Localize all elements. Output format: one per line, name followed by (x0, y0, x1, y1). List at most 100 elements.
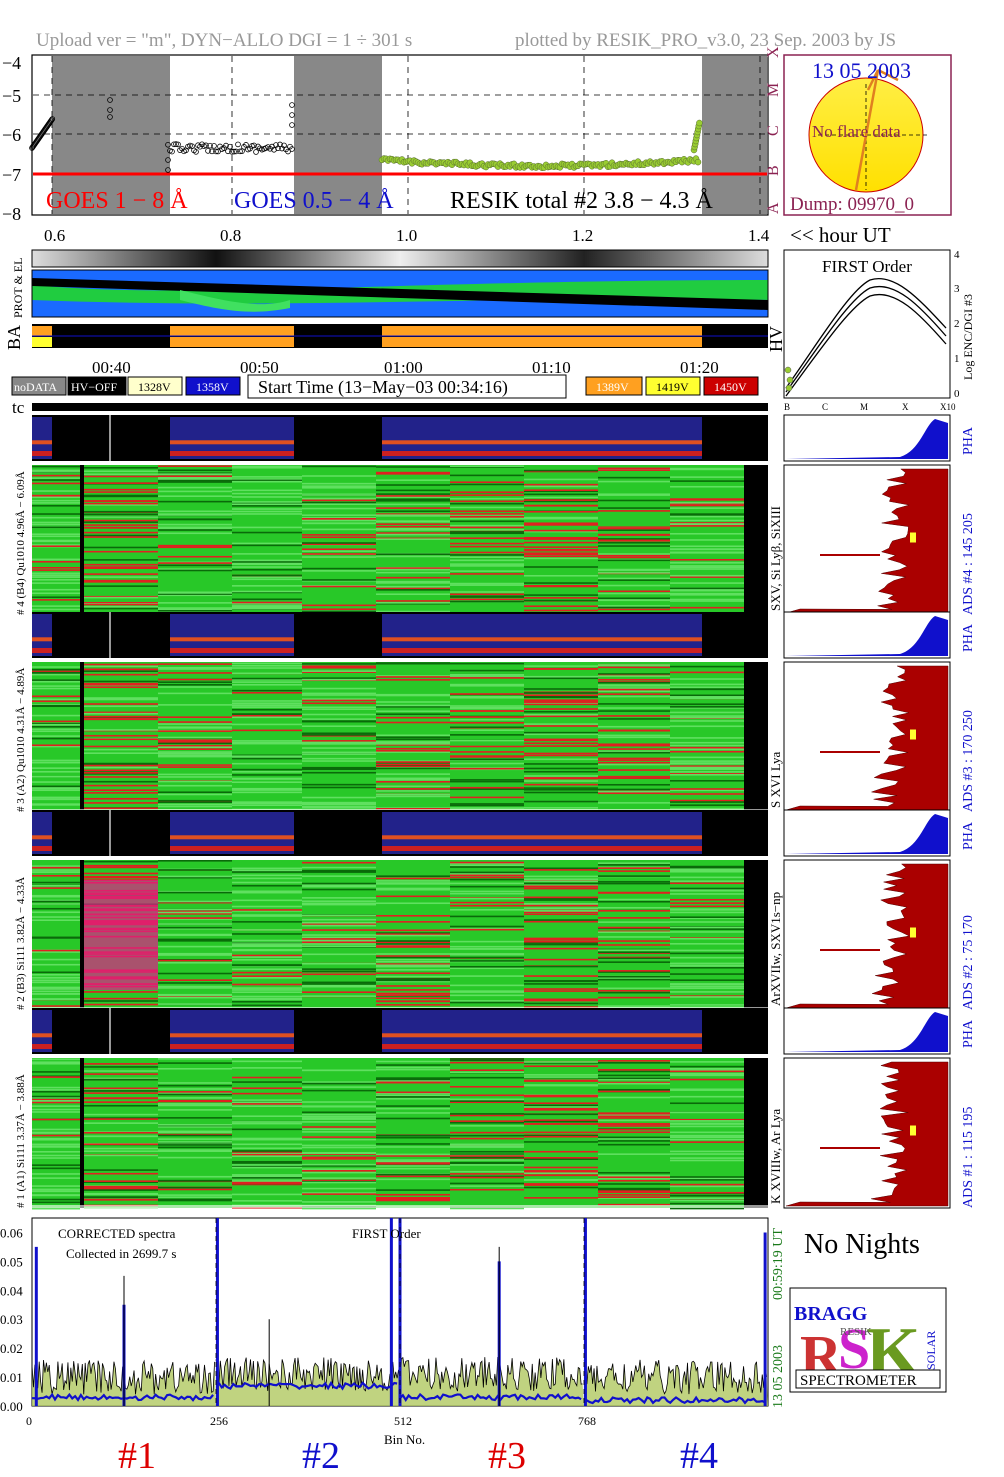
spectro-line (524, 1076, 598, 1078)
spectro-line (232, 492, 302, 495)
spectro-line (158, 766, 232, 768)
spectro-line (450, 967, 524, 970)
spectro-line (670, 793, 744, 795)
spectro-line (670, 865, 744, 868)
spectro-line (232, 1099, 302, 1101)
first-order-y-tick: 4 (954, 249, 960, 261)
spectro-line (32, 588, 80, 591)
spectro-line (450, 706, 524, 709)
spectro-line (84, 705, 158, 708)
spectro-line (302, 725, 376, 728)
spectro-line (598, 690, 670, 692)
spectro-line (670, 686, 744, 689)
spectro-line (524, 745, 598, 747)
spectro-line (524, 763, 598, 765)
spectro-line (670, 525, 744, 527)
pha-line (170, 835, 294, 840)
spectro-line (84, 470, 158, 473)
spectro-line (450, 762, 524, 765)
spectro-line (376, 795, 450, 798)
spectro-line (670, 598, 744, 601)
goes-point (237, 148, 243, 155)
spectro-line (302, 702, 376, 705)
spectro-line (670, 962, 744, 965)
spectro-line (524, 517, 598, 520)
spectro-line (302, 1165, 376, 1167)
spectro-line (524, 675, 598, 678)
spectro-line (450, 1185, 524, 1187)
spectro-line (670, 574, 744, 577)
spectro-line (302, 1113, 376, 1116)
spectro-line (32, 723, 80, 725)
spectro-line (32, 767, 80, 769)
spectro-line (376, 741, 450, 743)
spectro-line (232, 465, 302, 468)
spectro-line (670, 943, 744, 945)
spectro-line (158, 801, 232, 804)
goes-point (205, 148, 211, 154)
pha-line (32, 440, 52, 445)
spectro-line (598, 906, 670, 909)
spectro-line (84, 684, 158, 686)
spectro-line (84, 807, 158, 810)
spectro-line (598, 507, 670, 509)
spectrum-y-tick: 0.05 (0, 1254, 23, 1269)
pha-label: PHA (961, 821, 976, 850)
spectro-line (450, 915, 524, 918)
ba-segment (32, 326, 52, 336)
spectro-line (158, 529, 232, 531)
spectrum-x-tick: 768 (578, 1414, 596, 1428)
spectro-block (524, 465, 598, 615)
spectro-line (670, 568, 744, 570)
spectro-line (302, 757, 376, 760)
spectro-line (598, 538, 670, 540)
spectro-line (376, 882, 450, 884)
spectro-line (598, 572, 670, 574)
spectro-line (376, 914, 450, 917)
spectro-line (376, 1155, 450, 1157)
goes-point (229, 149, 235, 155)
spectrum-xlabel: Bin No. (384, 1432, 425, 1447)
spectro-line (232, 1155, 302, 1157)
spectro-line (670, 716, 744, 719)
spectro-line (598, 736, 670, 739)
spectro-line (670, 1199, 744, 1202)
spectro-line (302, 902, 376, 905)
spectro-gap (744, 662, 768, 812)
spectro-line (158, 744, 232, 747)
spectro-line (84, 1187, 158, 1189)
spectro-line (32, 608, 80, 611)
spectro-line (524, 499, 598, 501)
spectro-line (84, 997, 158, 1000)
spectro-line (84, 773, 158, 775)
spectro-line (302, 1179, 376, 1182)
spectrum-fill-4 (584, 1359, 768, 1406)
spectro-line (450, 874, 524, 877)
spectro-line (670, 665, 744, 668)
spectro-line (670, 519, 744, 522)
pha-label: PHA (961, 426, 976, 455)
spectro-line (84, 866, 158, 869)
spectro-line (232, 997, 302, 1000)
spectro-line (32, 572, 80, 575)
spectro-line (232, 590, 302, 593)
spectro-line (232, 563, 302, 565)
ads-label: ADS #4 : 145 205 (961, 513, 976, 615)
spectro-line (450, 956, 524, 959)
spectro-line (598, 1183, 670, 1185)
spectro-line (302, 706, 376, 709)
spectro-line (32, 1071, 80, 1073)
spectro-line (376, 980, 450, 983)
spectro-line (376, 496, 450, 498)
goes-point (289, 146, 295, 152)
spectro-line (450, 531, 524, 533)
spectro-line (158, 985, 232, 988)
time-tick: 01:10 (532, 358, 571, 377)
spectro-line (450, 684, 524, 687)
spectro-line (376, 520, 450, 523)
spectro-line (598, 769, 670, 771)
spectro-line (450, 465, 524, 468)
spectro-line (302, 741, 376, 744)
logo-letters-b: RESIK (840, 1326, 872, 1338)
spectro-line (524, 478, 598, 481)
